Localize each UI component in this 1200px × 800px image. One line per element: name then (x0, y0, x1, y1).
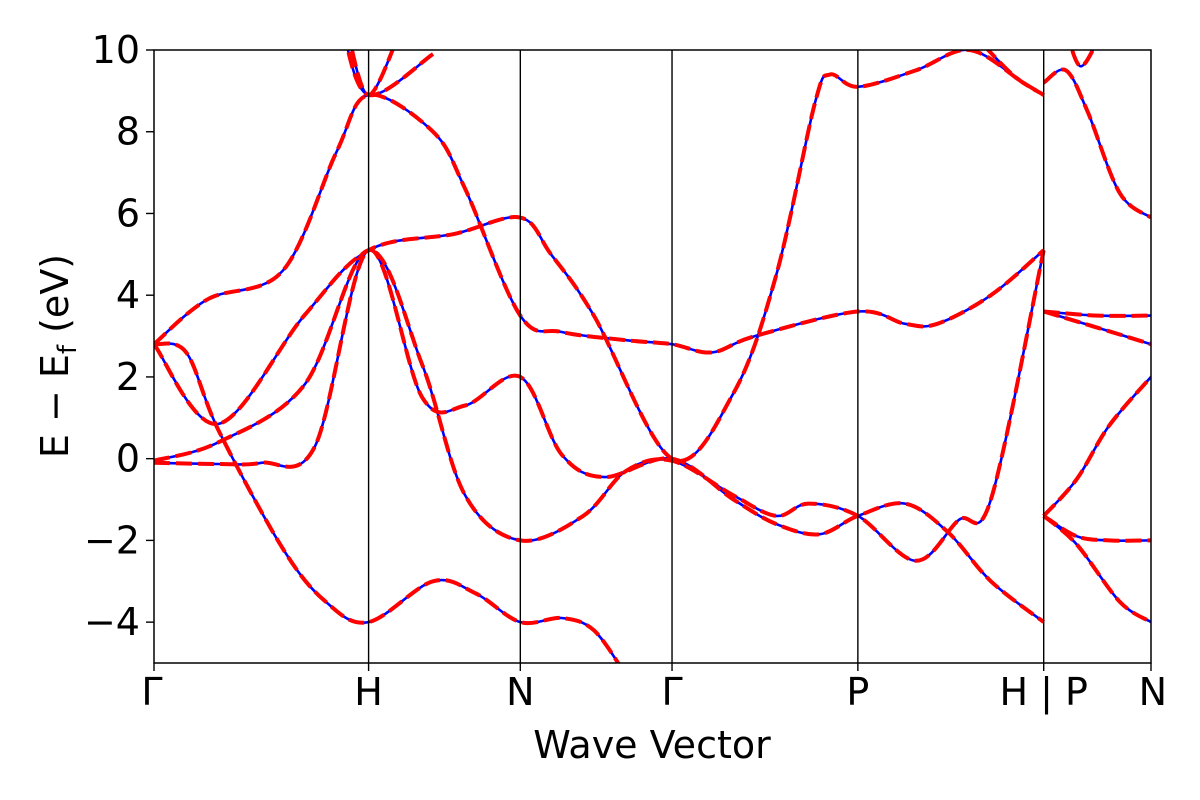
y-axis-ticks-group: −4 −2 0 2 4 6 8 10 (84, 28, 154, 644)
y-tick-label: 8 (116, 110, 140, 154)
band-line-s1-b2 (154, 341, 621, 663)
y-axis-label-subscript: f (53, 344, 83, 354)
y-axis-label-main: E − E (33, 354, 77, 458)
y-tick-label: −2 (84, 518, 140, 562)
band-lines-group (154, 50, 1151, 663)
band-line-s1-b13 (1042, 67, 1151, 220)
high-symmetry-lines-group (367, 50, 1045, 663)
high-symmetry-label: N (1139, 670, 1167, 714)
high-symmetry-label: H (354, 670, 383, 714)
plot-frame (153, 49, 1152, 664)
band-line-s1-b12 (1043, 309, 1151, 347)
high-symmetry-label: H | P (999, 670, 1087, 715)
y-tick-label: 0 (116, 437, 140, 481)
band-line-s1-b9 (1042, 375, 1151, 518)
y-axis-label: E − Ef (eV) (33, 254, 83, 458)
band-line-s1-b11 (1043, 309, 1151, 318)
band-line-s1-b0 (154, 248, 1045, 624)
x-axis-label: Wave Vector (533, 723, 771, 767)
x-axis-labels-group: Γ H N Γ P H | P N (141, 663, 1167, 715)
high-symmetry-label: N (506, 670, 534, 714)
y-tick-label: 4 (116, 273, 140, 317)
y-tick-label: 10 (92, 28, 140, 72)
band-line-s1-b4 (154, 92, 1045, 355)
band-line-s1-b10 (1042, 514, 1151, 624)
band-line-s0-b14 (1070, 50, 1095, 68)
high-symmetry-label: Γ (141, 670, 162, 714)
high-symmetry-label: Γ (661, 670, 682, 714)
y-tick-label: −4 (84, 600, 140, 644)
y-tick-label: 6 (116, 191, 140, 235)
y-axis-label-unit: (eV) (33, 254, 77, 345)
band-line-s1-b3 (154, 50, 1045, 463)
band-line-s1-b7 (985, 50, 1045, 97)
high-symmetry-label: P (846, 670, 869, 714)
band-line-s1-b1 (154, 248, 1046, 563)
y-tick-label: 2 (116, 355, 140, 399)
band-line-s1-b8 (1042, 514, 1151, 543)
